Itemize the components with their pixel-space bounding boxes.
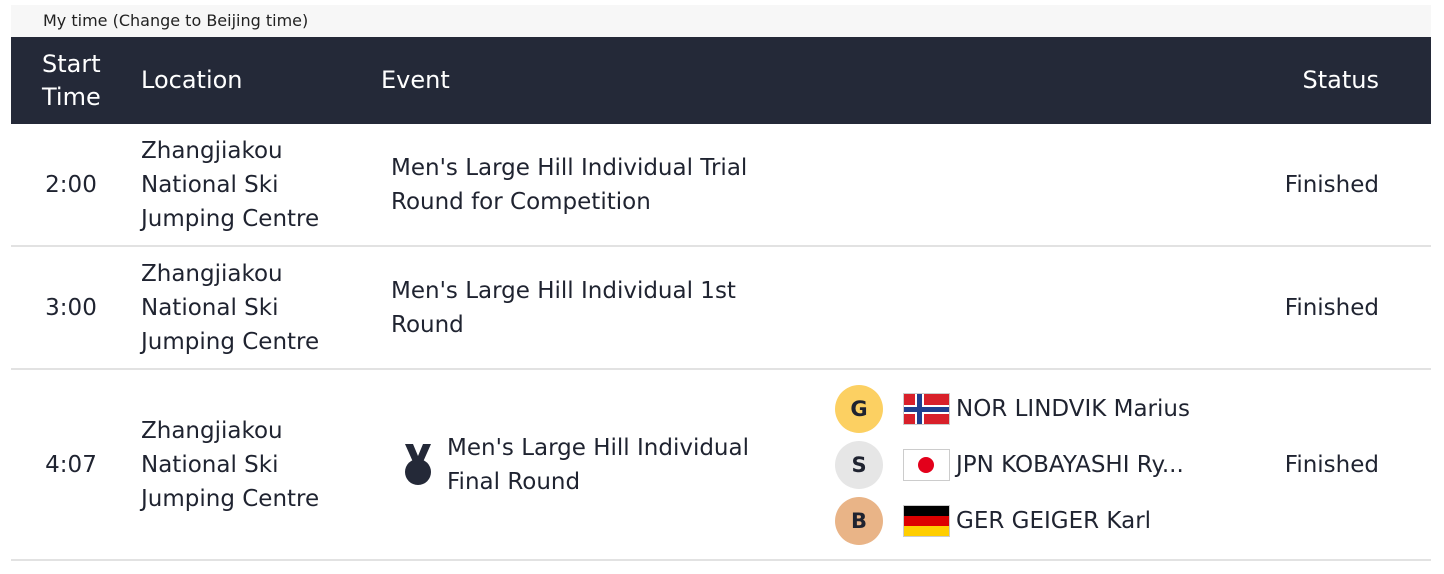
start-time: 4:07 [45, 451, 97, 478]
time-toggle-bar: My time (Change to Beijing time) [11, 5, 1431, 37]
header-start-time: Start Time [42, 49, 101, 111]
bronze-badge: B [835, 496, 883, 545]
location: Zhangjiakou National Ski Jumping Centre [141, 137, 320, 232]
status: Finished [1284, 294, 1379, 321]
athlete-name: JPN KOBAYASHI Ry... [956, 451, 1184, 478]
status: Finished [1284, 451, 1379, 478]
table-row[interactable]: 2:00 Zhangjiakou National Ski Jumping Ce… [11, 124, 1431, 247]
medal-icon [405, 443, 431, 485]
start-time: 2:00 [45, 171, 97, 198]
header-location: Location [141, 66, 243, 94]
event-name: Men's Large Hill Individual 1st Round [391, 277, 736, 338]
event-cell: Men's Large Hill Individual Final Round [401, 370, 801, 559]
athlete-name: NOR LINDVIK Marius [956, 395, 1190, 422]
location: Zhangjiakou National Ski Jumping Centre [141, 260, 320, 355]
germany-flag-icon [903, 504, 950, 537]
status: Finished [1284, 171, 1379, 198]
table-header: Start Time Location Event Status [11, 37, 1431, 124]
medalist-bronze[interactable]: B GER GEIGER Karl [835, 493, 1151, 549]
athlete-name: GER GEIGER Karl [956, 507, 1152, 534]
gold-badge: G [835, 384, 883, 433]
location: Zhangjiakou National Ski Jumping Centre [141, 417, 320, 512]
japan-flag-icon [903, 448, 950, 481]
silver-badge: S [835, 440, 883, 489]
header-status: Status [1302, 66, 1379, 94]
medalist-gold[interactable]: G NOR LINDVIK Marius [835, 381, 1190, 437]
event-name: Men's Large Hill Individual Trial Round … [391, 154, 748, 215]
change-time-link[interactable]: My time (Change to Beijing time) [43, 11, 309, 30]
medalists: G NOR LINDVIK Marius S JPN KOBAYASHI Ry.… [835, 370, 1235, 559]
header-event: Event [381, 66, 450, 94]
table-row[interactable]: 4:07 Zhangjiakou National Ski Jumping Ce… [11, 370, 1431, 561]
medalist-silver[interactable]: S JPN KOBAYASHI Ry... [835, 437, 1184, 493]
start-time: 3:00 [45, 294, 97, 321]
event-name: Men's Large Hill Individual Final Round [447, 434, 749, 495]
table-row[interactable]: 3:00 Zhangjiakou National Ski Jumping Ce… [11, 247, 1431, 370]
norway-flag-icon [903, 392, 950, 425]
